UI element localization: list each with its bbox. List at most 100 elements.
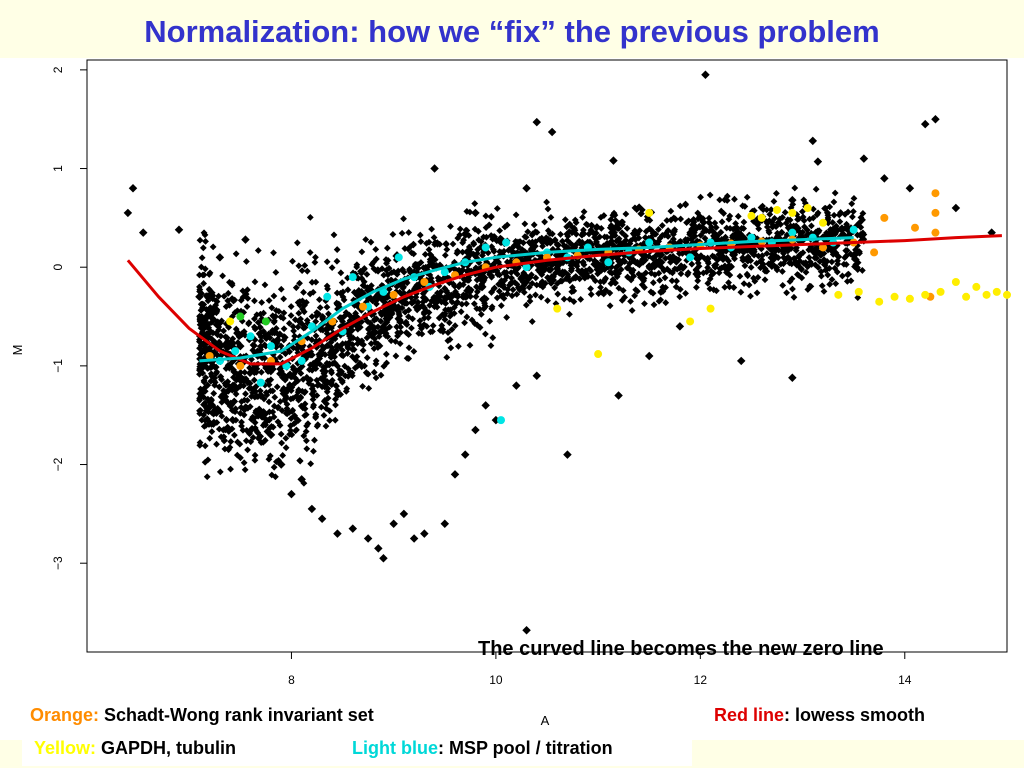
data-point [522,184,531,193]
data-point [409,534,419,543]
data-point [502,238,511,247]
legend-orange: Orange: Schadt-Wong rank invariant set [30,705,374,726]
data-point [440,519,450,528]
data-point [266,430,276,440]
x-tick-label: 12 [694,673,708,687]
data-point [389,519,398,528]
data-point [880,213,889,222]
data-point [972,282,981,291]
data-point [757,213,766,222]
data-point [951,278,960,286]
data-point [481,401,490,410]
data-point [594,350,603,359]
data-point [348,273,357,282]
data-point [644,351,654,361]
data-point [819,218,827,227]
data-point [236,312,245,321]
data-point [261,317,270,326]
data-point [788,373,797,382]
data-point [123,208,133,218]
data-point [553,304,562,313]
data-point [905,184,915,193]
data-point [532,117,542,127]
y-tick-label: 2 [51,66,65,73]
data-point [686,253,695,262]
data-point [931,228,940,237]
y-tick-label: 0 [51,264,65,271]
data-point [297,356,306,365]
x-tick-label: 10 [489,673,503,687]
data-point [701,70,710,80]
data-point [256,391,266,400]
data-point [323,292,332,301]
data-point [420,278,429,286]
data-point [471,208,480,218]
data-point [911,223,919,232]
data-point [138,228,148,237]
data-point [450,470,460,479]
data-point [497,416,505,425]
point-cloud [196,184,868,487]
data-point [982,290,991,299]
data-point [471,425,480,435]
data-point [241,235,250,244]
legend-orange-text: Schadt-Wong rank invariant set [99,705,374,725]
data-point [420,529,429,538]
data-point [936,287,945,296]
data-point [359,302,367,311]
y-tick-label: −3 [51,556,65,570]
data-point [920,119,930,129]
legend-red: Red line: lowess smooth [714,705,925,726]
data-point [645,238,654,247]
data-point [276,460,286,469]
data-point [348,524,358,533]
legend-red-key: Red line [714,705,785,725]
data-point [481,243,490,252]
data-point [195,292,204,302]
legend-lightblue-text: : MSP pool / titration [437,738,613,758]
x-tick-label: 8 [288,673,295,687]
legend-red-text: : lowess smooth [784,705,926,725]
data-point [854,287,863,296]
plot-panel: 8 10 12 14 −3 −2 −1 0 1 2 A M The curved line bec… [0,58,1024,740]
data-point [215,253,225,262]
data-point [363,534,373,543]
data-point [440,268,449,277]
data-point [813,157,823,166]
data-point [706,304,715,313]
legend-orange-key: Orange: [30,705,100,725]
data-point [399,509,409,519]
data-point [604,258,613,267]
y-tick-label: −2 [51,457,65,471]
data-point [849,225,858,234]
data-point [614,391,623,400]
data-point [307,504,317,514]
data-point [931,208,940,217]
data-point [788,195,797,205]
lowess-line [126,234,1002,366]
data-point [460,450,470,459]
data-point [236,361,245,370]
data-point [875,297,884,306]
data-point [1003,290,1011,299]
data-point [522,626,531,635]
data-point [532,371,542,380]
data-point [803,204,812,212]
data-point [205,352,214,360]
data-point [931,114,940,124]
data-point [374,544,383,553]
data-point [389,290,398,299]
y-tick-label: −1 [51,359,65,373]
data-point [267,342,275,351]
data-point [256,378,265,387]
data-point [870,248,879,257]
x-tick-label: 14 [898,673,912,687]
data-point [747,233,756,242]
data-point [736,356,746,366]
data-point [333,529,342,538]
data-point [645,208,654,217]
y-axis-label: M [10,345,25,356]
data-point [430,164,439,173]
